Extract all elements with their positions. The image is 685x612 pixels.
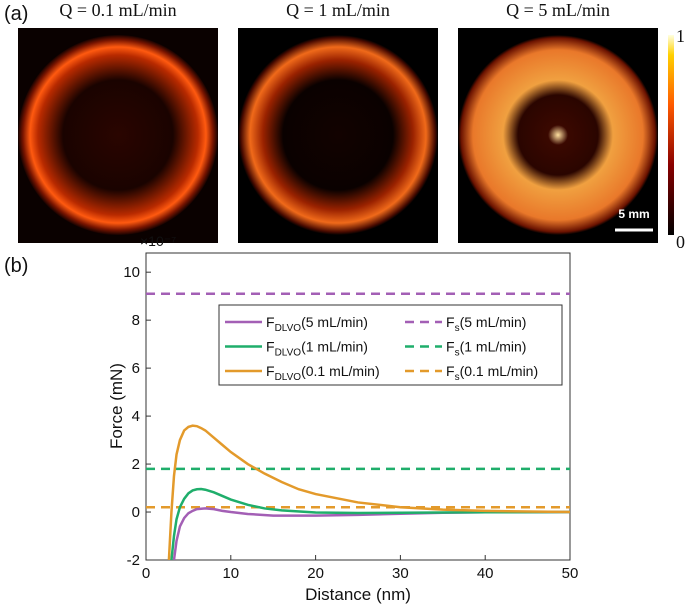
y-tick-label: 2 [132,456,140,473]
y-multiplier: ×10⁻⁷ [140,233,176,249]
colorbar [668,35,674,235]
panel-label: (b) [4,255,28,277]
x-axis-label: Distance (nm) [305,585,411,604]
line [170,487,570,560]
y-tick-label: 8 [132,312,140,329]
legend-label: Fs(1 mL/min) [446,339,526,359]
legend-label: Fs(0.1 mL/min) [446,363,538,383]
image-title: Q = 0.1 mL/min [59,0,176,20]
x-tick-label: 20 [307,565,324,582]
legend-box [218,304,563,386]
x-tick-label: 40 [477,565,494,582]
legend-label: FDLVO(0.1 mL/min) [266,363,380,383]
x-tick-label: 30 [392,565,409,582]
panel-label: (a) [4,3,28,25]
colorbar-tick: 0 [676,232,685,252]
image-content [18,35,218,235]
line [172,507,570,560]
legend-label: FDLVO(5 mL/min) [266,314,368,334]
scale-bar-label: 5 mm [618,207,649,221]
y-tick-label: 4 [132,408,140,425]
image-title: Q = 1 mL/min [286,0,390,20]
legend-label: FDLVO(1 mL/min) [266,339,368,359]
plot-area [146,292,570,560]
x-tick-label: 10 [222,565,239,582]
image-title: Q = 5 mL/min [506,0,610,20]
legend-label: Fs(5 mL/min) [446,314,526,334]
y-tick-label: -2 [127,552,140,569]
colorbar-tick: 1 [676,26,685,46]
x-tick-label: 0 [142,565,150,582]
line [167,424,570,560]
y-tick-label: 6 [132,360,140,377]
y-axis-label: Force (mN) [107,363,126,449]
image-content [238,35,438,235]
plot-frame [145,252,571,561]
image-content [458,35,658,235]
x-tick-label: 50 [562,565,579,582]
y-tick-label: 0 [132,504,140,521]
y-tick-label: 10 [123,264,140,281]
